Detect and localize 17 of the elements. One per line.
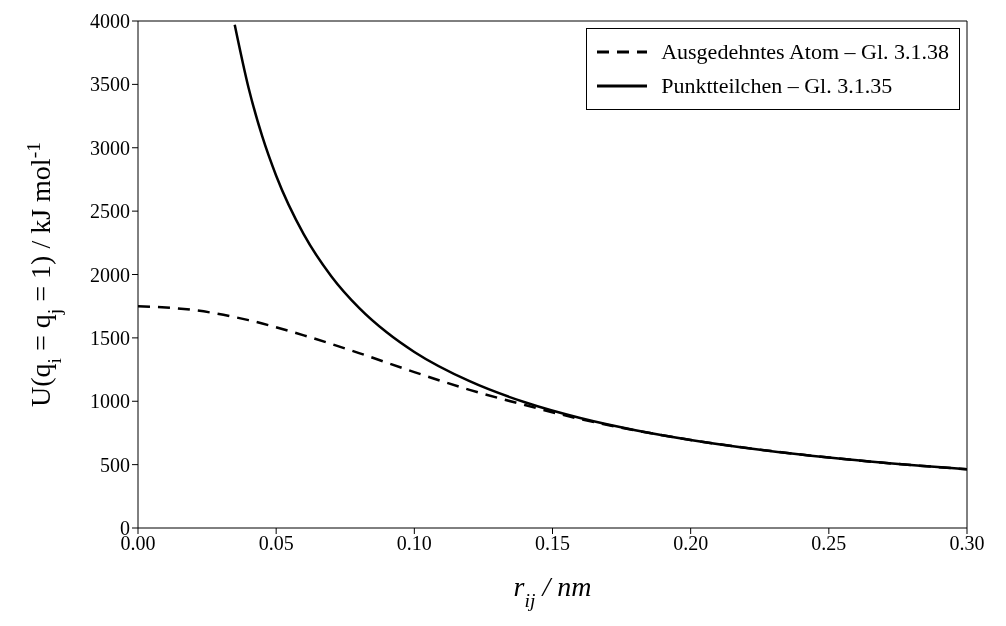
legend-label: Ausgedehntes Atom – Gl. 3.1.38 <box>661 38 949 66</box>
y-tick-label: 500 <box>100 453 130 476</box>
x-tick-label: 0.25 <box>811 532 847 555</box>
x-tick-label: 0.15 <box>535 532 570 555</box>
y-tick-label: 4000 <box>90 10 130 33</box>
x-tick-label: 0.05 <box>258 532 294 555</box>
x-tick-label: 0.10 <box>396 532 432 555</box>
x-axis-title: r$_{ij}$ / nm <box>513 571 592 611</box>
x-tick-label: 0.20 <box>673 532 709 555</box>
y-tick-label: 2000 <box>90 263 130 286</box>
legend-label: Punktteilchen – Gl. 3.1.35 <box>661 72 893 100</box>
y-tick-label: 2500 <box>90 200 130 223</box>
y-tick-label: 3000 <box>90 136 130 159</box>
y-tick-label: 1000 <box>90 390 130 413</box>
y-tick-label: 3500 <box>90 73 130 96</box>
y-tick-label: 1500 <box>90 326 130 349</box>
x-tick-label: 0.30 <box>949 532 985 555</box>
